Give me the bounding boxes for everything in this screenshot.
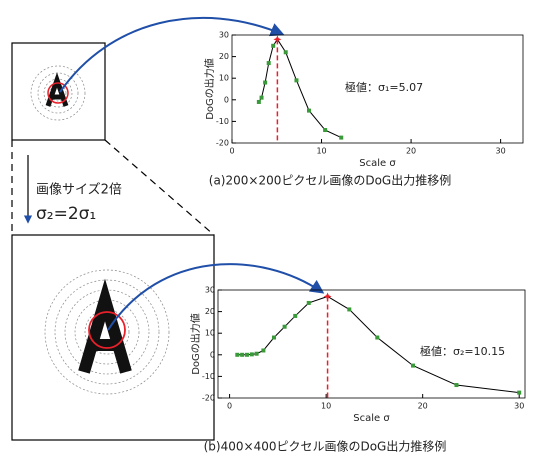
sigma-relation: σ₂=2σ₁ [36, 204, 96, 224]
y-axis-label: DoGの出力値 [203, 58, 216, 120]
y-tick-label: 10 [219, 74, 229, 83]
x-axis-label: Scale σ [359, 158, 396, 169]
y-axis-label: DoGの出力値 [189, 313, 202, 375]
data-point [272, 336, 276, 340]
y-tick-label: -10 [202, 372, 215, 381]
data-point [339, 136, 343, 140]
data-point [245, 353, 249, 357]
scale-text: 画像サイズ2倍 [36, 182, 122, 198]
x-tick-label: 10 [316, 147, 326, 156]
data-point [261, 348, 265, 352]
y-tick-label: 30 [205, 286, 215, 295]
data-point [260, 96, 264, 100]
y-tick-label: 0 [210, 350, 215, 359]
y-tick-label: -10 [216, 117, 229, 126]
caption: (a)200×200ピクセル画像のDoG出力推移例 [209, 174, 451, 188]
data-point [235, 353, 239, 357]
y-tick-label: 10 [205, 329, 215, 338]
x-tick-label: 30 [496, 147, 506, 156]
y-tick-label: -20 [216, 139, 229, 148]
data-point [267, 61, 271, 65]
peak-marker [324, 292, 332, 300]
annotation: 極値：σ₁=5.07 [345, 80, 423, 94]
data-point [347, 307, 351, 311]
data-point [255, 352, 259, 356]
data-point [283, 325, 287, 329]
x-tick-label: 10 [321, 402, 331, 411]
data-point [307, 301, 311, 305]
annotation: 極値：σ₂=10.15 [420, 344, 505, 358]
x-tick-label: 30 [514, 402, 524, 411]
y-tick-label: -20 [202, 394, 215, 403]
figure: 画像サイズ2倍 σ₂=2σ₁ -20 -10 0 10 20 30 0 10 20 30 Scale… [0, 0, 535, 461]
data-point [517, 391, 521, 395]
data-point [307, 109, 311, 113]
x-tick-label: 0 [227, 402, 232, 411]
data-point [250, 352, 254, 356]
data-point [411, 364, 415, 368]
data-point [375, 336, 379, 340]
caption: (b)400×400ピクセル画像のDoG出力推移例 [204, 440, 447, 454]
x-tick-label: 0 [229, 147, 234, 156]
data-point [294, 78, 298, 82]
data-point [240, 353, 244, 357]
data-point [284, 50, 288, 54]
data-line [259, 39, 341, 137]
x-tick-label: 20 [418, 402, 428, 411]
data-point [323, 128, 327, 132]
x-axis-label: Scale σ [353, 413, 390, 424]
data-point [263, 81, 267, 85]
data-point [454, 383, 458, 387]
y-tick-label: 0 [224, 95, 229, 104]
y-tick-label: 20 [219, 52, 229, 61]
data-point [293, 314, 297, 318]
plot-frame [218, 290, 525, 398]
y-tick-label: 20 [205, 307, 215, 316]
y-tick-label: 30 [219, 31, 229, 40]
data-point [257, 100, 261, 104]
data-point [271, 44, 275, 48]
x-tick-label: 20 [406, 147, 416, 156]
peak-marker [273, 35, 281, 43]
